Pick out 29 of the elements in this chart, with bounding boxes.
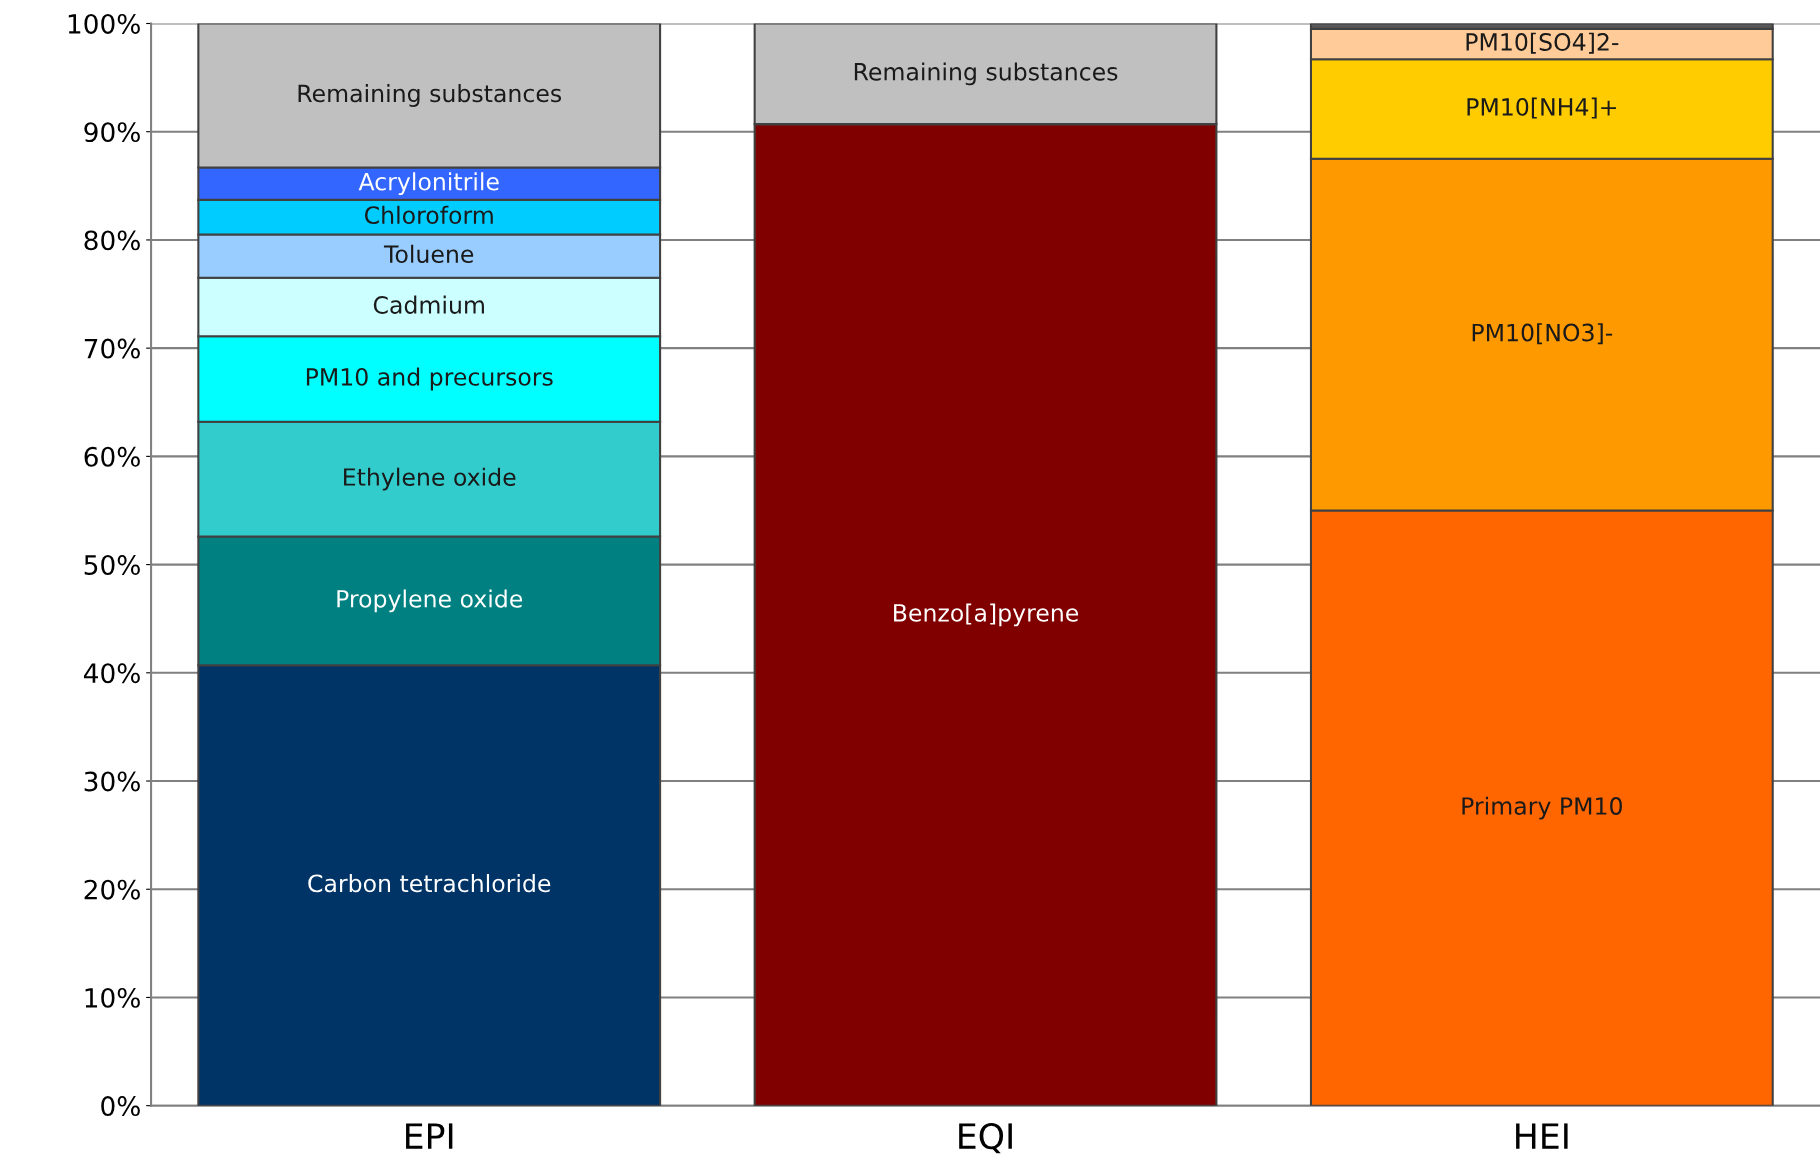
series-label: Remaining substances <box>298 84 562 107</box>
y-tick-label: 100% <box>68 13 140 34</box>
y-tick-label: 90% <box>84 122 140 143</box>
series-label: PM10[NO3]- <box>1472 323 1613 345</box>
series-label: PM10 and precursors <box>306 367 553 391</box>
series-label: Propylene oxide <box>337 589 523 613</box>
series-label: Ethylene oxide <box>344 467 516 491</box>
y-tick-label: 80% <box>84 230 140 251</box>
x-tick-label: EPI <box>406 1123 453 1149</box>
series-label: Primary PM10 <box>1462 796 1622 820</box>
series-label: Benzo[a]pyrene <box>894 603 1079 627</box>
series-label: Remaining substances <box>854 62 1118 86</box>
series-label: Carbon tetrachloride <box>308 874 551 893</box>
y-tick-label: 10% <box>85 987 140 1008</box>
y-tick-label: 40% <box>83 663 140 684</box>
series-label: PM10[NH4]+ <box>1467 97 1616 119</box>
y-tick-label: 50% <box>84 555 140 575</box>
series-label: Acrylonitrile <box>358 172 499 196</box>
series-label: Toluene <box>383 244 474 264</box>
series-label: Cadmium <box>373 295 484 314</box>
x-tick-label: HEI <box>1516 1123 1568 1149</box>
y-tick-label: 70% <box>84 338 140 359</box>
y-tick-label: 20% <box>84 879 140 900</box>
x-tick-label: EQI <box>959 1122 1012 1154</box>
series-label: PM10[SO4]2- <box>1466 32 1619 54</box>
series-label: Chloroform <box>364 205 493 225</box>
y-tick-label: 0% <box>101 1096 140 1117</box>
y-tick-label: 60% <box>84 446 140 467</box>
y-tick-label: 30% <box>84 771 140 792</box>
